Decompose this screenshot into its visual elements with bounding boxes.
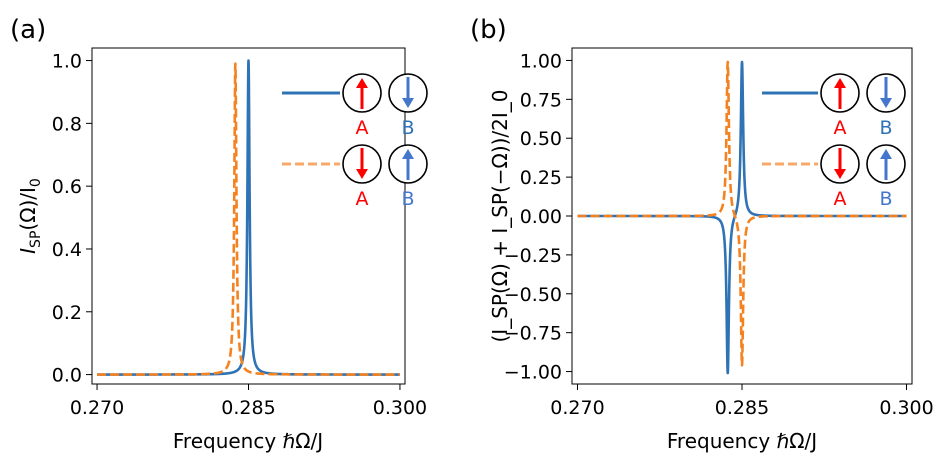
panel-a-legend: A BA B <box>282 73 428 210</box>
spin-up-arrow-icon <box>880 149 892 159</box>
panel-a: (a) 0.0 0.2 0.4 0.6 0.8 1.0 0.270 0.285 0.300 F… <box>10 15 428 453</box>
panel-a-ylabel-sub: SP <box>28 231 44 248</box>
x-tick-label: 0.300 <box>373 397 427 419</box>
y-tick-label: 0.2 <box>52 302 82 324</box>
panel-a-xlabel: Frequency ℏΩ/J <box>173 429 323 453</box>
panel-b-series <box>576 60 908 375</box>
spin-down-arrow-icon <box>880 98 892 108</box>
spin-site-label: B <box>879 188 892 210</box>
y-tick-label: 0.0 <box>52 365 82 387</box>
x-tick-label: 0.300 <box>879 397 933 419</box>
y-tick-label: 0.50 <box>520 128 562 150</box>
y-tick-label: 0.4 <box>52 239 82 261</box>
spin-site-label: A <box>834 117 847 139</box>
x-tick-label: 0.270 <box>70 397 124 419</box>
x-tick-label: 0.285 <box>221 397 275 419</box>
spin-site-label: B <box>401 117 414 139</box>
panel-a-label: (a) <box>10 15 46 45</box>
y-tick-label: 1.00 <box>520 50 562 72</box>
spin-site-label: A <box>834 188 847 210</box>
panel-b: (b) −1.00 −0.75 −0.50 −0.25 0.00 0.25 0.50 0.75… <box>470 15 934 453</box>
panel-a-ylabel-main: I <box>16 248 40 254</box>
panel-b-ylabel: (I_SP(Ω) + I_SP(−Ω))/2I_0 <box>488 89 512 342</box>
y-tick-label: 0.25 <box>520 167 562 189</box>
panel-b-yticks: −1.00 −0.75 −0.50 −0.25 0.00 0.25 0.50 0.75 1.00 <box>504 50 572 384</box>
panel-b-legend: A BA B <box>762 73 906 210</box>
panel-b-xticks: 0.270 0.285 0.300 <box>550 384 934 419</box>
panel-a-ylabel-mid: (Ω)/I <box>16 187 40 231</box>
x-tick-label: 0.270 <box>550 397 604 419</box>
spin-down-arrow-icon <box>356 169 368 179</box>
panel-b-xlabel: Frequency ℏΩ/J <box>667 429 817 453</box>
spin-site-label: A <box>356 117 369 139</box>
spin-up-arrow-icon <box>356 78 368 88</box>
panel-a-ylabel: ISP(Ω)/I0 <box>16 178 44 254</box>
spin-site-label: B <box>879 117 892 139</box>
panel-a-xticks: 0.270 0.285 0.300 <box>70 384 427 419</box>
panel-a-ylabel-sub2: 0 <box>28 178 44 187</box>
y-tick-label: 0.6 <box>52 176 82 198</box>
spin-down-arrow-icon <box>834 169 846 179</box>
panel-a-yticks: 0.0 0.2 0.4 0.6 0.8 1.0 <box>52 51 92 387</box>
series-line-2 <box>576 60 908 367</box>
series-line-2 <box>95 62 402 376</box>
y-tick-label: 1.0 <box>52 51 82 73</box>
y-tick-label: −0.25 <box>504 245 562 267</box>
spin-down-arrow-icon <box>402 98 414 108</box>
spin-site-label: A <box>356 188 369 210</box>
spin-site-label: B <box>401 188 414 210</box>
spin-up-arrow-icon <box>402 149 414 159</box>
y-tick-label: −1.00 <box>504 362 562 384</box>
panel-a-series <box>95 59 402 376</box>
panel-b-label: (b) <box>470 15 507 45</box>
spin-up-arrow-icon <box>834 78 846 88</box>
y-tick-label: 0.8 <box>52 113 82 135</box>
y-tick-label: 0.00 <box>520 206 562 228</box>
y-tick-label: −0.50 <box>504 284 562 306</box>
y-tick-label: −0.75 <box>504 323 562 345</box>
y-tick-label: 0.75 <box>520 89 562 111</box>
x-tick-label: 0.285 <box>715 397 769 419</box>
